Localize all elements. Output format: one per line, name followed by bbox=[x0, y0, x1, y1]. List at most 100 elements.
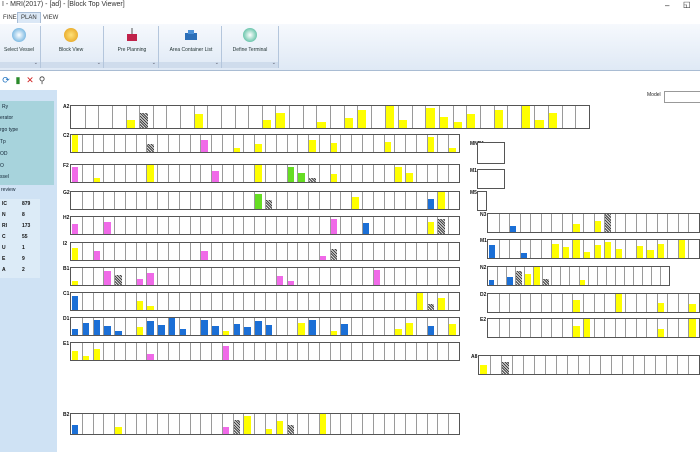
bay-occupancy-bar[interactable] bbox=[222, 427, 230, 434]
bay-occupancy-bar[interactable] bbox=[93, 178, 100, 182]
block-view-button[interactable]: Block View bbox=[51, 26, 91, 60]
bay-occupancy-bar[interactable] bbox=[507, 277, 513, 285]
bay-occupancy-bar[interactable] bbox=[72, 425, 79, 434]
bay-occupancy-bar[interactable] bbox=[562, 247, 570, 258]
filter-item[interactable]: OD bbox=[0, 151, 8, 157]
yard-block[interactable]: I2 bbox=[60, 240, 460, 261]
bay-occupancy-bar[interactable] bbox=[72, 248, 79, 260]
bay-occupancy-bar[interactable] bbox=[276, 276, 284, 285]
bay-occupancy-bar[interactable] bbox=[147, 165, 154, 182]
bay-occupancy-bar[interactable] bbox=[502, 362, 509, 374]
bay-occupancy-bar[interactable] bbox=[647, 250, 654, 258]
group-launcher-icon[interactable]: ⌄ bbox=[96, 60, 101, 66]
select-vessel-button[interactable]: Select Vessel bbox=[0, 26, 38, 60]
area-container-list-button[interactable]: Area Container List bbox=[163, 26, 219, 60]
bay-occupancy-bar[interactable] bbox=[319, 256, 327, 260]
yard-block[interactable]: A2 bbox=[60, 103, 590, 129]
tab-plan[interactable]: PLAN bbox=[17, 12, 41, 23]
bay-occupancy-bar[interactable] bbox=[438, 219, 445, 234]
bay-occupancy-bar[interactable] bbox=[72, 224, 79, 234]
bay-occupancy-bar[interactable] bbox=[573, 240, 580, 258]
bay-occupancy-bar[interactable] bbox=[287, 167, 294, 182]
bay-occupancy-bar[interactable] bbox=[287, 281, 294, 285]
bay-occupancy-bar[interactable] bbox=[93, 320, 100, 335]
bay-occupancy-bar[interactable] bbox=[255, 194, 262, 209]
bay-occupancy-bar[interactable] bbox=[385, 106, 394, 128]
bay-occupancy-bar[interactable] bbox=[201, 140, 208, 152]
bay-occupancy-bar[interactable] bbox=[212, 326, 219, 335]
bay-occupancy-bar[interactable] bbox=[521, 106, 530, 128]
bay-occupancy-bar[interactable] bbox=[158, 325, 165, 335]
bay-occupancy-bar[interactable] bbox=[399, 120, 408, 128]
filter-item[interactable]: Ry bbox=[2, 104, 9, 110]
bay-occupancy-bar[interactable] bbox=[319, 414, 327, 434]
bay-occupancy-bar[interactable] bbox=[126, 120, 135, 128]
bay-occupancy-bar[interactable] bbox=[115, 275, 122, 285]
bay-occupancy-bar[interactable] bbox=[689, 319, 696, 337]
tab-view[interactable]: VIEW bbox=[43, 15, 59, 21]
bay-occupancy-bar[interactable] bbox=[438, 298, 445, 310]
yard-block[interactable]: B2 bbox=[60, 411, 460, 435]
bay-occupancy-bar[interactable] bbox=[82, 323, 90, 335]
bay-occupancy-bar[interactable] bbox=[406, 173, 413, 182]
bay-occupancy-bar[interactable] bbox=[330, 331, 338, 335]
bay-occupancy-bar[interactable] bbox=[169, 318, 176, 335]
bay-occupancy-bar[interactable] bbox=[579, 280, 585, 285]
bay-occupancy-bar[interactable] bbox=[427, 199, 435, 209]
bay-occupancy-bar[interactable] bbox=[426, 108, 435, 128]
bay-occupancy-bar[interactable] bbox=[104, 326, 111, 335]
bay-occupancy-bar[interactable] bbox=[266, 200, 273, 209]
pre-planning-button[interactable]: Pre Planning bbox=[110, 26, 154, 60]
bay-occupancy-bar[interactable] bbox=[136, 327, 144, 335]
restore-button[interactable]: ◱ bbox=[683, 0, 691, 9]
model-input[interactable] bbox=[664, 91, 700, 103]
bay-occupancy-bar[interactable] bbox=[233, 324, 241, 335]
bay-occupancy-bar[interactable] bbox=[147, 354, 154, 360]
bay-occupancy-bar[interactable] bbox=[573, 224, 580, 232]
bay-occupancy-bar[interactable] bbox=[147, 273, 154, 285]
bay-occupancy-bar[interactable] bbox=[194, 114, 203, 128]
yard-block[interactable]: M5 bbox=[467, 189, 487, 211]
bay-occupancy-bar[interactable] bbox=[309, 320, 316, 335]
bay-occupancy-bar[interactable] bbox=[535, 120, 544, 128]
bay-occupancy-bar[interactable] bbox=[605, 242, 612, 258]
yard-block[interactable]: E1 bbox=[60, 340, 460, 361]
bay-occupancy-bar[interactable] bbox=[480, 365, 487, 374]
bay-occupancy-bar[interactable] bbox=[298, 323, 305, 335]
bay-occupancy-bar[interactable] bbox=[520, 253, 527, 258]
yard-block[interactable]: E2 bbox=[477, 316, 700, 338]
bay-occupancy-bar[interactable] bbox=[534, 267, 540, 285]
bay-occupancy-bar[interactable] bbox=[244, 327, 251, 335]
bay-occupancy-bar[interactable] bbox=[573, 326, 580, 337]
bay-occupancy-bar[interactable] bbox=[395, 329, 402, 335]
yard-block[interactable]: N3 bbox=[477, 211, 700, 233]
bay-occupancy-bar[interactable] bbox=[341, 324, 348, 335]
bay-occupancy-bar[interactable] bbox=[453, 122, 462, 128]
bay-occupancy-bar[interactable] bbox=[104, 222, 111, 234]
filter-item[interactable]: ssel bbox=[0, 174, 9, 180]
bay-occupancy-bar[interactable] bbox=[244, 416, 251, 434]
bay-occupancy-bar[interactable] bbox=[525, 274, 531, 285]
yard-block[interactable]: MNR1 bbox=[467, 140, 505, 164]
bay-occupancy-bar[interactable] bbox=[276, 113, 285, 128]
bay-occupancy-bar[interactable] bbox=[309, 178, 316, 182]
yard-block[interactable]: C1 bbox=[60, 290, 460, 311]
filter-item[interactable]: rgo type bbox=[0, 127, 19, 133]
bay-occupancy-bar[interactable] bbox=[72, 329, 79, 335]
define-terminal-button[interactable]: Define Terminal bbox=[226, 26, 274, 60]
yard-block[interactable]: A8 bbox=[468, 353, 700, 375]
bay-occupancy-bar[interactable] bbox=[395, 167, 402, 182]
bay-occupancy-bar[interactable] bbox=[82, 356, 90, 360]
bay-occupancy-bar[interactable] bbox=[212, 171, 219, 182]
bay-occupancy-bar[interactable] bbox=[222, 346, 230, 360]
bay-occupancy-bar[interactable] bbox=[72, 135, 79, 152]
bay-occupancy-bar[interactable] bbox=[516, 271, 522, 285]
bay-occupancy-bar[interactable] bbox=[615, 294, 622, 312]
bay-occupancy-bar[interactable] bbox=[438, 192, 445, 209]
bay-occupancy-bar[interactable] bbox=[427, 222, 435, 234]
bay-occupancy-bar[interactable] bbox=[352, 197, 359, 209]
bay-occupancy-bar[interactable] bbox=[255, 321, 262, 335]
filter-item[interactable]: O bbox=[0, 163, 4, 169]
bay-occupancy-bar[interactable] bbox=[298, 173, 305, 182]
bay-occupancy-bar[interactable] bbox=[330, 249, 338, 260]
